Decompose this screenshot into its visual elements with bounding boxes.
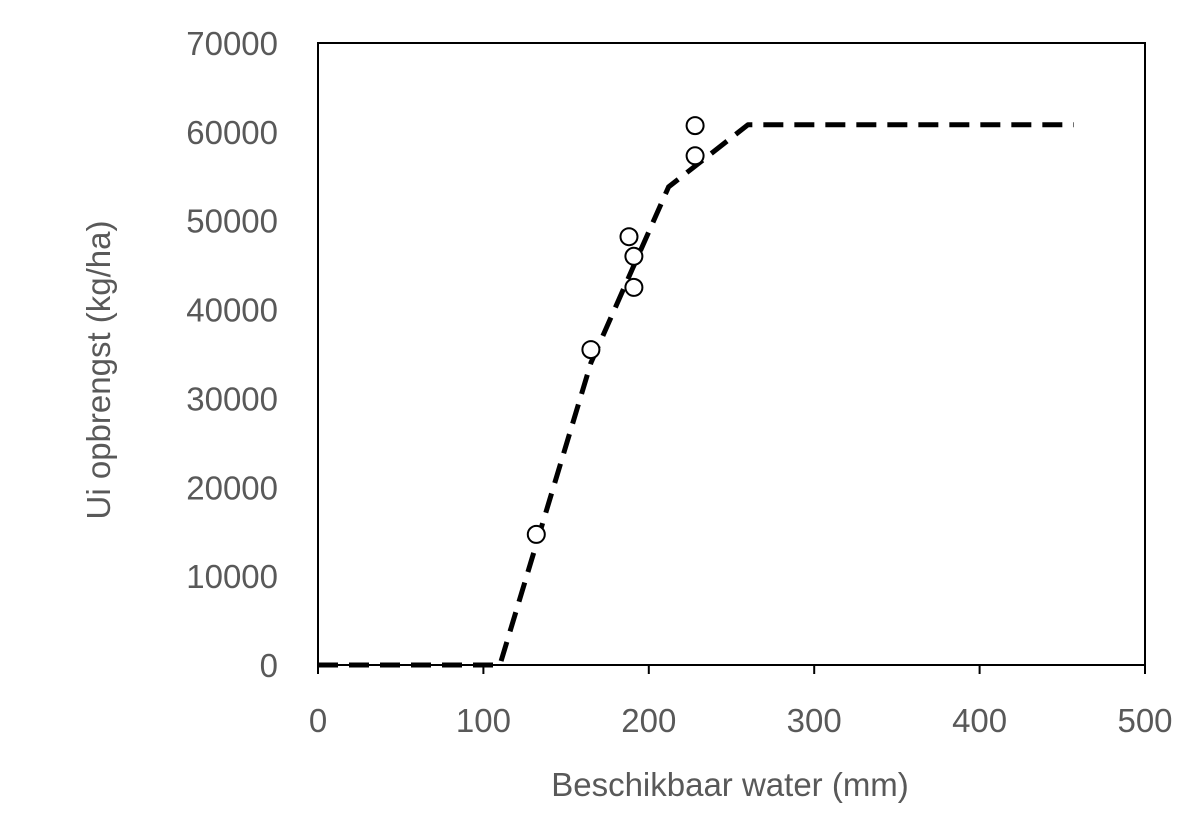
data-point bbox=[685, 146, 705, 166]
plot-frame bbox=[317, 42, 1146, 666]
x-tick-label: 500 bbox=[1117, 702, 1172, 739]
series-layer bbox=[318, 116, 1074, 668]
data-point bbox=[685, 116, 705, 136]
fitted-curve-line bbox=[318, 122, 1074, 668]
x-axis-title: Beschikbaar water (mm) bbox=[551, 766, 909, 803]
y-axis-tick-labels: 0 10000 20000 30000 40000 50000 60000 70000 bbox=[186, 25, 278, 684]
y-tick-label: 60000 bbox=[186, 114, 278, 151]
plot-area bbox=[317, 42, 1146, 666]
x-tick-label: 400 bbox=[952, 702, 1007, 739]
y-tick-label: 10000 bbox=[186, 558, 278, 595]
x-tick-label: 100 bbox=[456, 702, 511, 739]
data-point bbox=[624, 277, 644, 297]
x-tick-label: 300 bbox=[787, 702, 842, 739]
y-tick-label: 30000 bbox=[186, 380, 278, 417]
y-tick-label: 40000 bbox=[186, 292, 278, 329]
x-tick-label: 200 bbox=[621, 702, 676, 739]
y-tick-label: 70000 bbox=[186, 25, 278, 62]
y-tick-label: 0 bbox=[260, 647, 278, 684]
y-tick-label: 20000 bbox=[186, 469, 278, 506]
data-point bbox=[526, 524, 546, 544]
y-tick-label: 50000 bbox=[186, 203, 278, 240]
data-point bbox=[624, 246, 644, 266]
y-axis-title: Ui opbrengst (kg/ha) bbox=[80, 221, 117, 520]
data-point bbox=[619, 227, 639, 247]
x-axis-tick-labels: 0 100 200 300 400 500 bbox=[309, 702, 1173, 739]
data-point bbox=[581, 340, 601, 360]
x-tick-label: 0 bbox=[309, 702, 327, 739]
